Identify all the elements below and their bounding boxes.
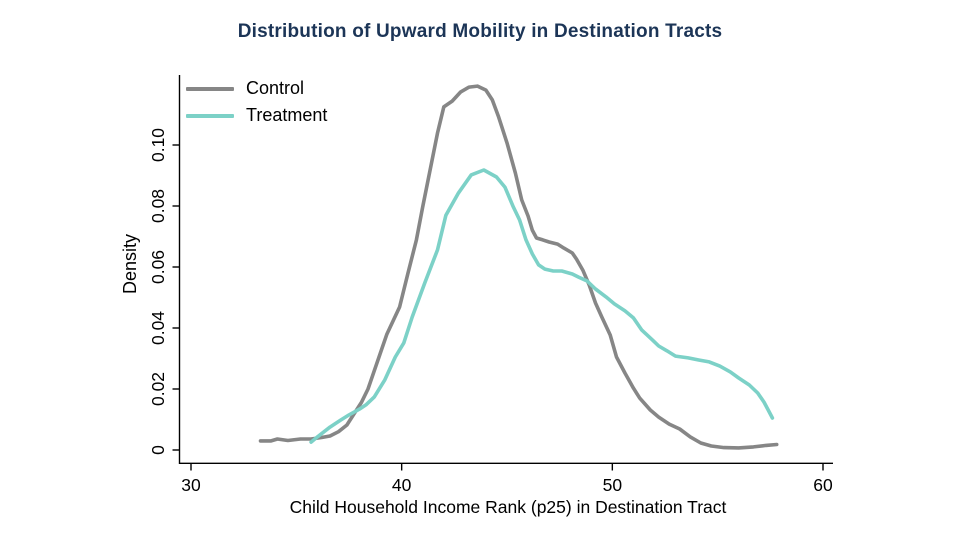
y-tick-label: 0.06: [148, 250, 168, 284]
legend-label-control: Control: [246, 78, 305, 98]
y-tick-label: 0.02: [148, 372, 168, 406]
legend: Control Treatment: [186, 79, 327, 125]
x-tick-label: 50: [603, 475, 623, 495]
y-tick-label: 0: [148, 445, 168, 455]
y-tick-label: 0.04: [148, 311, 168, 345]
x-axis-ticks: 30 40 50 60: [181, 463, 833, 495]
control-curve: [258, 84, 779, 450]
x-tick-label: 60: [813, 475, 833, 495]
x-axis-title: Child Household Income Rank (p25) in Des…: [290, 497, 727, 517]
treatment-line-swatch: [186, 113, 234, 118]
legend-label-treatment: Treatment: [246, 105, 328, 125]
density-curves: [258, 84, 779, 450]
y-tick-label: 0.10: [148, 128, 168, 162]
y-axis-title: Density: [120, 234, 140, 294]
x-tick-label: 40: [392, 475, 412, 495]
x-tick-label: 30: [181, 475, 201, 495]
chart-title: Distribution of Upward Mobility in Desti…: [237, 21, 723, 42]
legend-item-control: Control: [186, 79, 327, 98]
treatment-curve: [309, 168, 775, 444]
legend-item-treatment: Treatment: [186, 106, 327, 125]
y-tick-label: 0.08: [148, 189, 168, 223]
control-line-swatch: [186, 86, 234, 91]
y-axis-ticks: 0 0.02 0.04 0.06 0.08 0.10: [148, 128, 180, 455]
